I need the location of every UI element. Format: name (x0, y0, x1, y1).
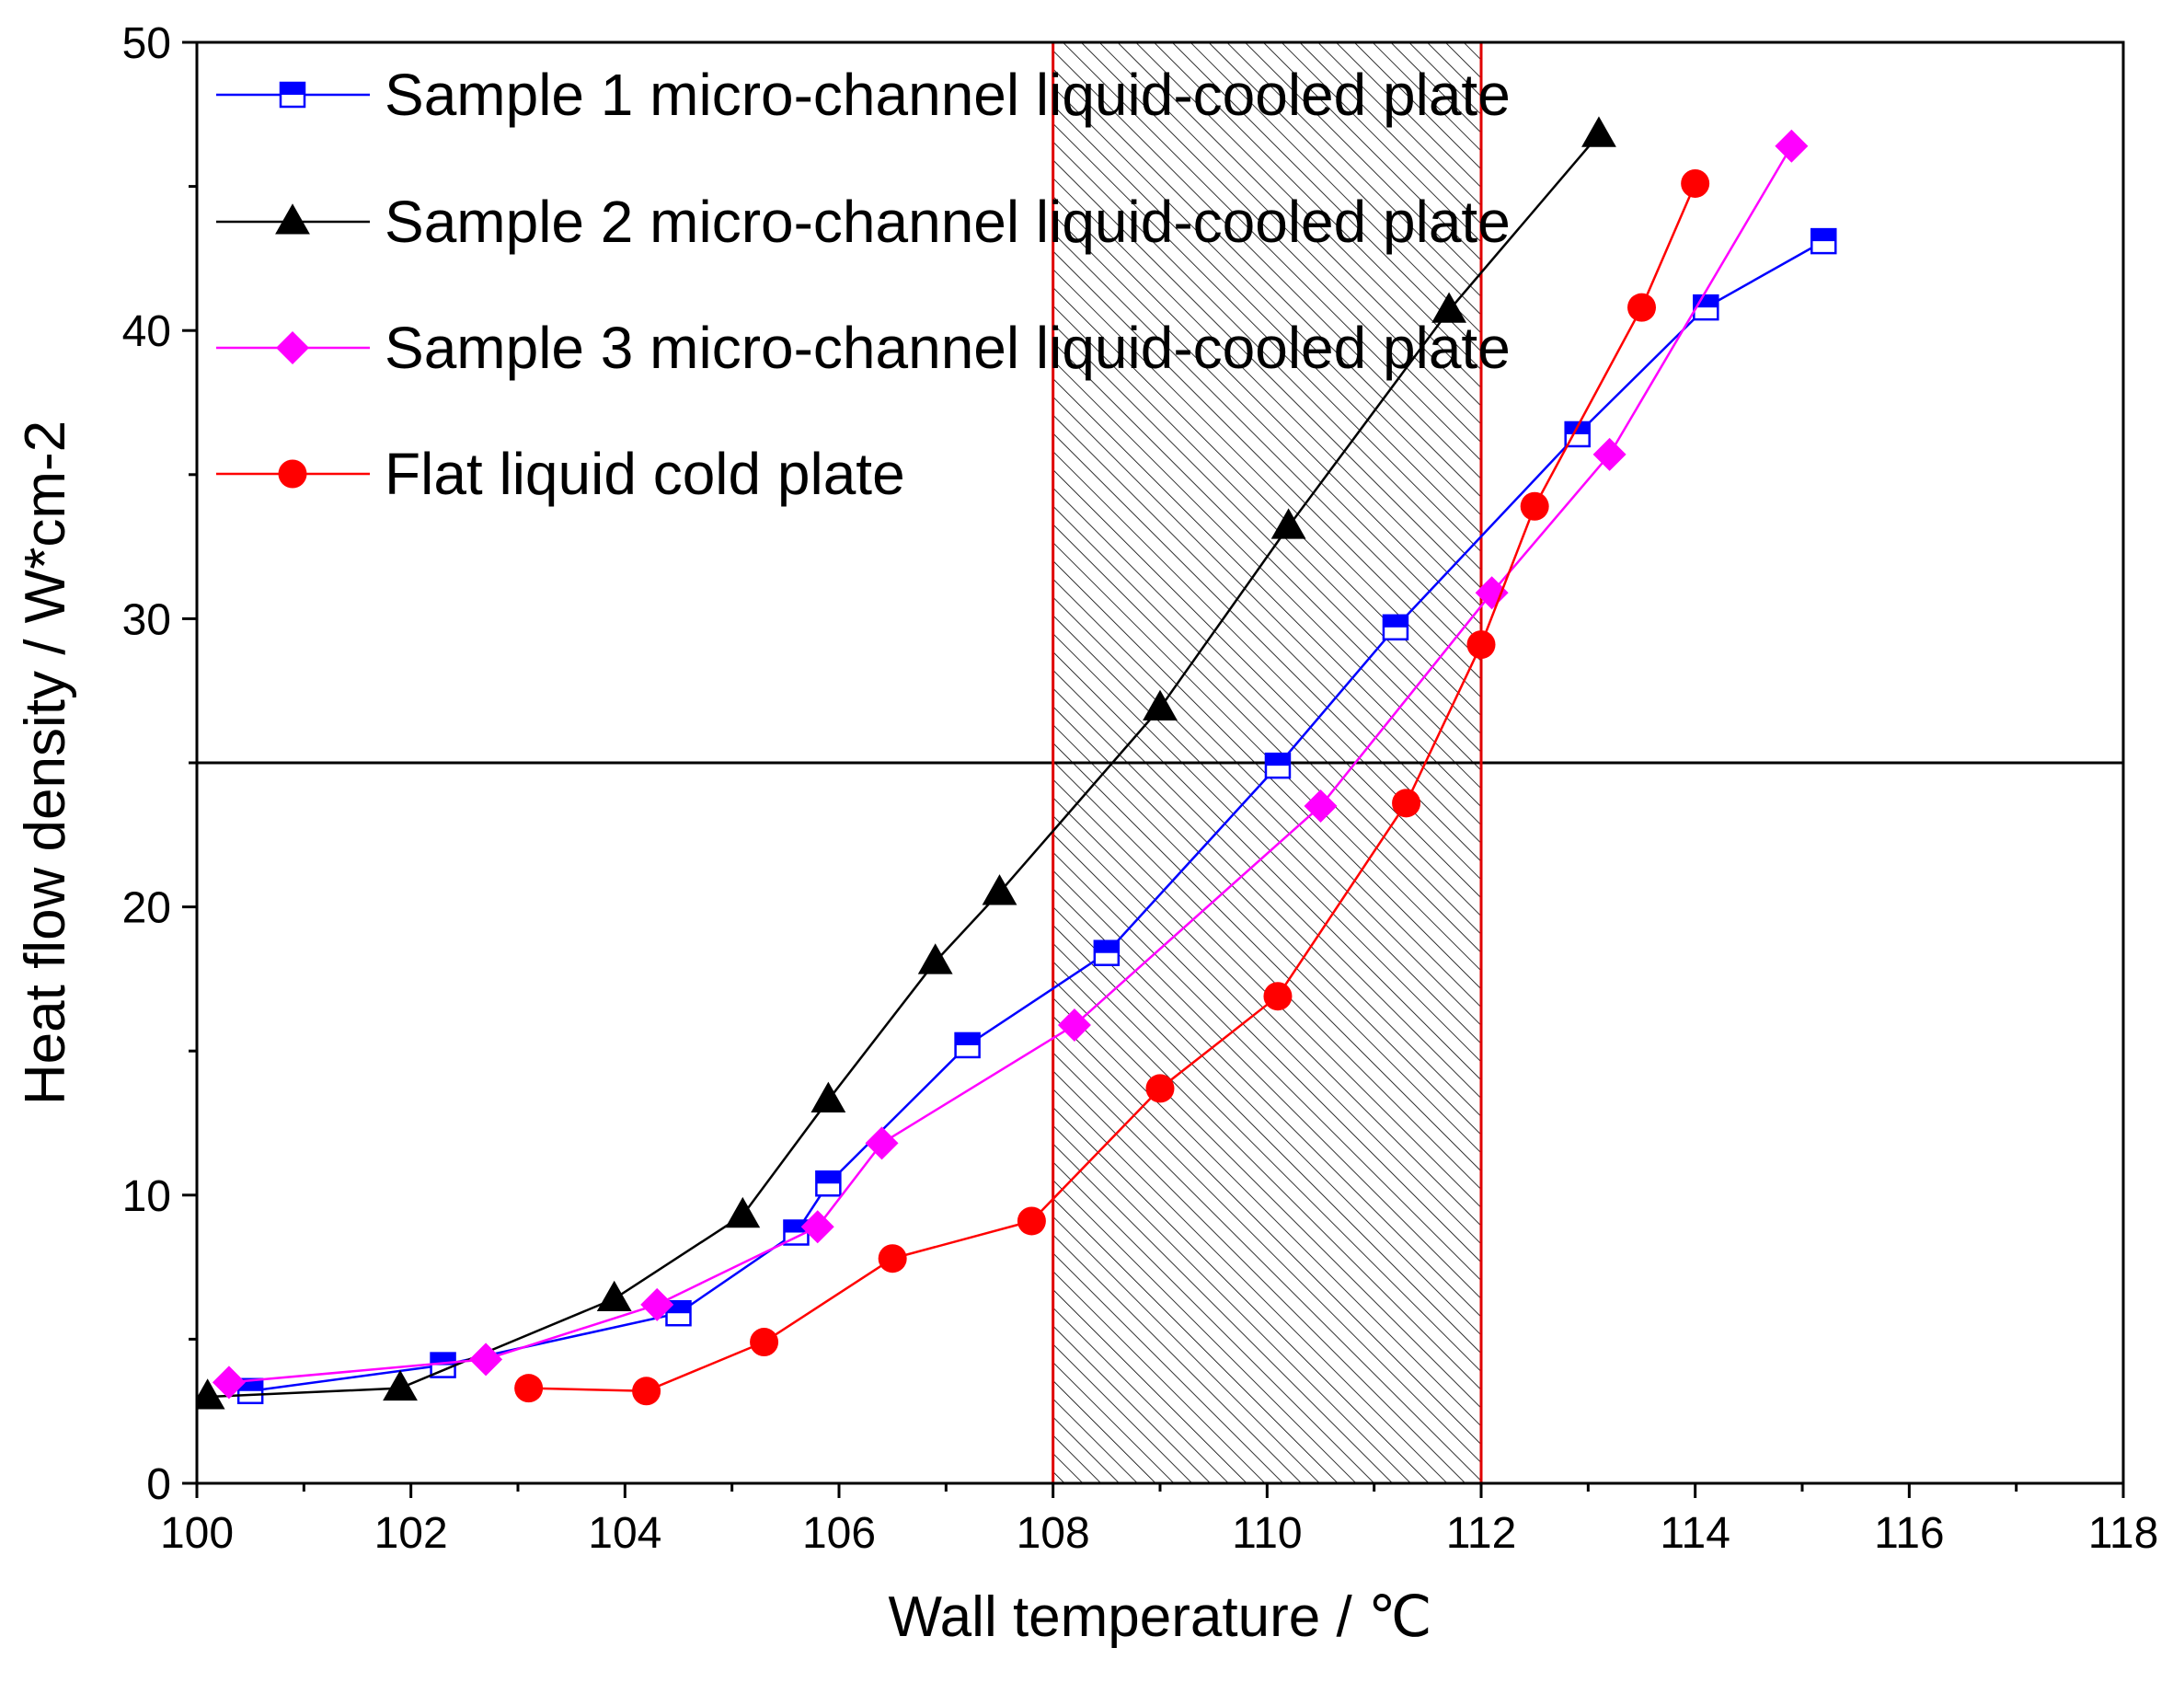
x-tick-label: 118 (2088, 1509, 2159, 1558)
data-point (383, 1369, 418, 1401)
data-point (865, 1126, 899, 1160)
series-line (528, 182, 1696, 1393)
legend-label: Sample 3 micro-channel liquid-cooled pla… (385, 315, 1511, 381)
data-point (954, 1031, 981, 1059)
x-tick-label: 102 (374, 1509, 448, 1558)
data-point (1520, 491, 1549, 521)
x-axis-title: Wall temperature / ℃ (888, 1585, 1431, 1649)
legend-item-sample-1: Sample 1 micro-channel liquid-cooled pla… (216, 62, 1511, 128)
legend-item-flat-plate: Flat liquid cold plate (216, 441, 905, 507)
legend: Sample 1 micro-channel liquid-cooled pla… (216, 62, 1511, 507)
data-point (1466, 630, 1496, 660)
data-point (1581, 116, 1616, 147)
data-point (632, 1377, 661, 1406)
data-point (596, 1280, 632, 1312)
data-point (514, 1374, 544, 1403)
data-point (212, 1366, 246, 1400)
x-tick-label: 100 (160, 1509, 234, 1558)
series-line (249, 240, 1824, 1393)
data-point (1775, 129, 1809, 163)
y-axis: 0 10 20 30 40 50 (122, 19, 197, 1509)
y-tick-label: 0 (146, 1460, 171, 1509)
y-tick-label: 10 (122, 1172, 171, 1221)
data-point (725, 1196, 761, 1228)
data-point (665, 1299, 692, 1327)
x-axis: 100 102 104 106 108 110 112 114 116 118 (160, 1483, 2158, 1558)
legend-item-sample-2: Sample 2 micro-channel liquid-cooled pla… (216, 189, 1511, 255)
data-point (878, 1244, 907, 1273)
data-point (1693, 294, 1719, 321)
data-point (982, 874, 1017, 905)
legend-marker (275, 203, 310, 235)
data-point (1145, 1074, 1175, 1103)
data-point (1263, 982, 1293, 1011)
legend-marker (276, 331, 309, 364)
y-tick-label: 20 (122, 884, 171, 933)
series-flat-plate (514, 168, 1710, 1406)
x-tick-label: 106 (802, 1509, 876, 1558)
data-point (1431, 292, 1466, 323)
data-point (1810, 227, 1837, 255)
series-sample-2 (197, 116, 1616, 1410)
data-point (1304, 789, 1338, 823)
x-tick-label: 112 (1446, 1509, 1517, 1558)
legend-label: Flat liquid cold plate (385, 441, 905, 507)
legend-marker (278, 459, 307, 489)
data-point (810, 1081, 846, 1112)
data-point (1382, 614, 1409, 641)
data-point (815, 1170, 842, 1197)
data-point (1681, 168, 1710, 198)
y-tick-label: 40 (122, 307, 171, 356)
data-point (1057, 1008, 1091, 1043)
series-line (228, 145, 1793, 1384)
data-point (1143, 689, 1178, 720)
data-point (917, 943, 953, 974)
data-point (469, 1343, 503, 1377)
x-tick-label: 110 (1232, 1509, 1303, 1558)
series-sample-3 (212, 129, 1809, 1400)
x-tick-label: 114 (1660, 1509, 1730, 1558)
data-point (640, 1287, 674, 1321)
data-point (1592, 437, 1627, 471)
x-tick-label: 108 (1017, 1509, 1090, 1558)
data-point (197, 1378, 225, 1410)
data-point (1017, 1206, 1046, 1236)
data-point (1093, 939, 1121, 966)
data-point (1627, 293, 1656, 322)
y-tick-label: 50 (122, 19, 171, 68)
legend-marker (279, 81, 306, 109)
legend-label: Sample 1 micro-channel liquid-cooled pla… (385, 62, 1511, 128)
data-point (1392, 789, 1421, 818)
y-tick-label: 30 (122, 595, 171, 644)
y-axis-title: Heat flow density / W*cm-2 (14, 421, 77, 1105)
data-point (1475, 576, 1509, 610)
data-point (750, 1328, 779, 1357)
data-point (1264, 752, 1292, 779)
data-point (1270, 508, 1306, 539)
legend-item-sample-3: Sample 3 micro-channel liquid-cooled pla… (216, 315, 1511, 381)
series-layer (197, 116, 1837, 1410)
legend-label: Sample 2 micro-channel liquid-cooled pla… (385, 189, 1511, 255)
data-point (800, 1210, 834, 1244)
x-tick-label: 104 (588, 1509, 661, 1558)
x-tick-label: 116 (1874, 1509, 1945, 1558)
